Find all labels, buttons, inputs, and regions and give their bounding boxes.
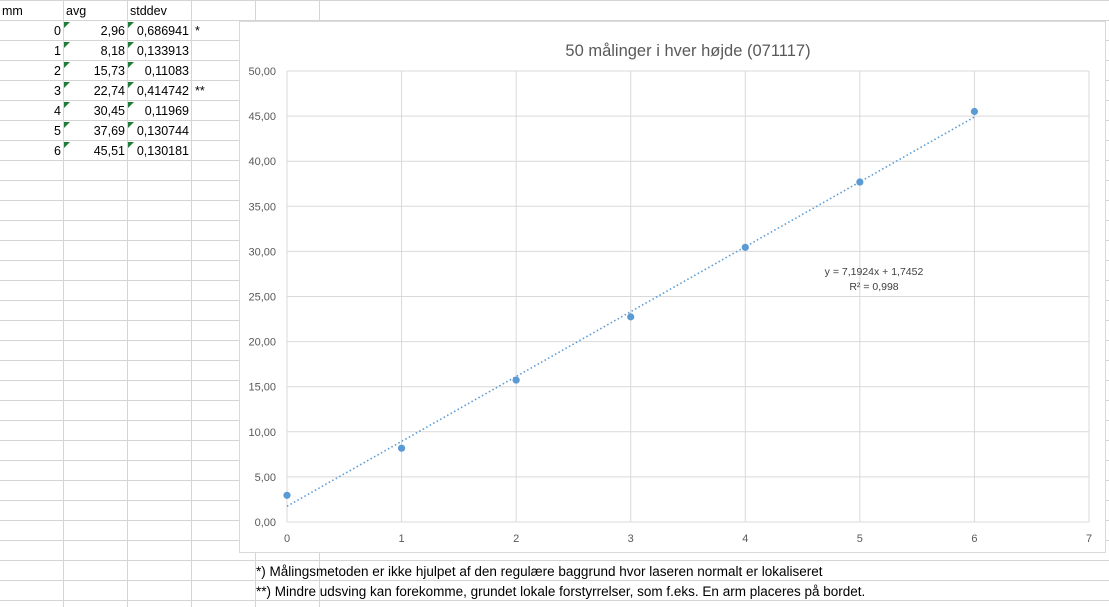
data-points — [283, 107, 979, 499]
y-tick-label: 35,00 — [248, 201, 276, 213]
text-number-indicator — [128, 62, 134, 68]
cell-avg[interactable]: 8,18 — [100, 44, 125, 58]
y-tick-label: 45,00 — [248, 111, 276, 123]
cell-mm[interactable]: 6 — [54, 144, 61, 158]
x-tick-label: 6 — [971, 533, 977, 545]
cell-avg[interactable]: 22,74 — [93, 84, 125, 98]
cell-mm[interactable]: 5 — [54, 124, 61, 138]
cell-stddev[interactable]: 0,130181 — [136, 144, 189, 158]
text-number-indicator — [128, 22, 134, 28]
y-tick-label: 15,00 — [248, 382, 276, 394]
x-tick-label: 2 — [513, 533, 519, 545]
cell-avg[interactable]: 2,96 — [100, 24, 125, 38]
header-cell-mm[interactable]: mm — [2, 4, 23, 18]
cell-mark[interactable] — [193, 121, 238, 141]
footnote-1[interactable]: *) Målingsmetoden er ikke hjulpet af den… — [256, 564, 823, 579]
text-number-indicator — [128, 102, 134, 108]
cell-mark[interactable] — [193, 101, 238, 121]
text-number-indicator — [128, 82, 134, 88]
chart-area[interactable]: 50 målinger i hver højde (071117) 0,00 5,… — [239, 21, 1106, 553]
cell-mark[interactable]: ** — [195, 84, 205, 98]
cell-avg[interactable]: 37,69 — [93, 124, 125, 138]
y-tick-label: 30,00 — [248, 246, 276, 258]
y-tick-label: 5,00 — [255, 472, 276, 484]
x-tick-label: 1 — [399, 533, 405, 545]
cell-mm[interactable]: 1 — [54, 44, 61, 58]
y-axis-tick-labels: 0,00 5,00 10,00 15,00 20,00 25,00 30,00 35,00 40… — [248, 66, 276, 529]
y-tick-label: 20,00 — [248, 337, 276, 349]
header-cell-avg[interactable]: avg — [66, 4, 87, 18]
data-point[interactable] — [627, 313, 635, 321]
data-point[interactable] — [512, 376, 520, 384]
cell-mm[interactable]: 4 — [54, 104, 61, 118]
x-tick-label: 7 — [1086, 533, 1092, 545]
cell-mm[interactable]: 2 — [54, 64, 61, 78]
text-number-indicator — [64, 122, 70, 128]
trendline-equation: y = 7,1924x + 1,7452 — [825, 266, 924, 278]
data-point[interactable] — [970, 107, 979, 116]
text-number-indicator — [64, 82, 70, 88]
text-number-indicator — [64, 102, 70, 108]
y-tick-label: 0,00 — [255, 517, 276, 529]
cell-avg[interactable]: 45,51 — [93, 144, 125, 158]
cell-mark[interactable] — [193, 41, 238, 61]
scatter-chart: 50 målinger i hver højde (071117) 0,00 5,… — [248, 42, 1092, 545]
data-point[interactable] — [741, 243, 749, 251]
cell-mark[interactable] — [193, 61, 238, 81]
x-tick-label: 5 — [857, 533, 863, 545]
chart-title: 50 målinger i hver højde (071117) — [565, 42, 810, 60]
footnote-2[interactable]: **) Mindre udsving kan forekomme, grunde… — [256, 584, 866, 599]
column-divider — [63, 0, 64, 607]
cell-avg[interactable]: 30,45 — [93, 104, 125, 118]
header-cell-stddev[interactable]: stddev — [130, 4, 167, 18]
text-number-indicator — [64, 22, 70, 28]
cell-stddev[interactable]: 0,11083 — [144, 64, 189, 78]
data-point[interactable] — [283, 491, 291, 499]
cell-mark[interactable] — [193, 141, 238, 161]
x-axis-tick-labels: 0 1 2 3 4 5 6 7 — [284, 533, 1092, 545]
text-number-indicator — [64, 62, 70, 68]
column-divider — [191, 0, 192, 607]
cell-stddev[interactable]: 0,11969 — [144, 104, 189, 118]
column-divider — [127, 0, 128, 607]
cell-stddev[interactable]: 0,414742 — [136, 84, 189, 98]
data-point[interactable] — [856, 178, 864, 186]
y-tick-label: 40,00 — [248, 156, 276, 168]
x-tick-label: 0 — [284, 533, 290, 545]
cell-mm[interactable]: 0 — [54, 24, 61, 38]
text-number-indicator — [128, 122, 134, 128]
text-number-indicator — [128, 42, 134, 48]
x-tick-label: 3 — [628, 533, 634, 545]
data-point[interactable] — [397, 444, 406, 452]
text-number-indicator — [64, 42, 70, 48]
cell-stddev[interactable]: 0,686941 — [136, 24, 189, 38]
y-tick-label: 50,00 — [248, 66, 276, 78]
cell-stddev[interactable]: 0,133913 — [136, 44, 189, 58]
cell-stddev[interactable]: 0,130744 — [136, 124, 189, 138]
trendline-r-squared: R² = 0,998 — [849, 281, 898, 293]
cell-mm[interactable]: 3 — [54, 84, 61, 98]
y-tick-label: 25,00 — [248, 292, 276, 304]
gridlines — [286, 70, 1090, 523]
x-tick-label: 4 — [742, 533, 748, 545]
text-number-indicator — [128, 142, 134, 148]
text-number-indicator — [64, 142, 70, 148]
cell-avg[interactable]: 15,73 — [93, 64, 125, 78]
cell-mark[interactable]: * — [195, 24, 200, 38]
y-tick-label: 10,00 — [248, 427, 276, 439]
